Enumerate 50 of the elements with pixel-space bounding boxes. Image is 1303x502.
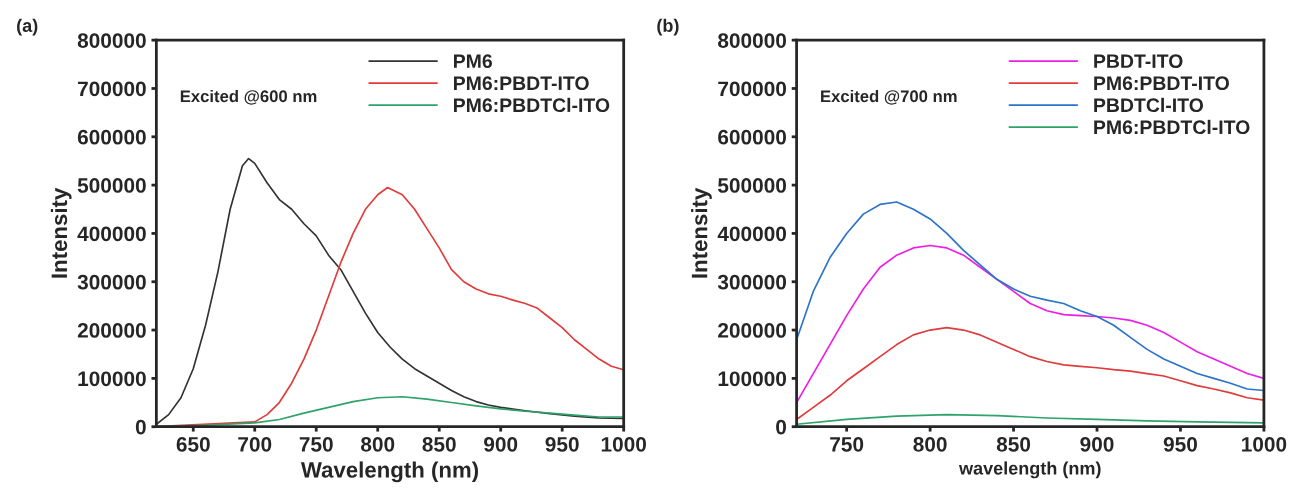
x-tick-label: 1000 [601, 436, 646, 452]
y-tick-label: 600000 [77, 129, 146, 145]
legend-label: PM6:PBDT-ITO [454, 76, 589, 91]
line-series [796, 201, 1264, 392]
legend-label: PM6:PBDTCl-ITO [1094, 119, 1250, 135]
y-tick-label: 600000 [718, 129, 787, 145]
legend-label: PM6:PBDT-ITO [1094, 76, 1229, 91]
x-tick-label: 950 [1163, 436, 1197, 452]
legend-label: PBDT-ITO [1094, 54, 1183, 69]
annotation: Excited @600 nm [180, 89, 317, 105]
y-tick-label: 200000 [718, 323, 787, 338]
x-tick-label: 1000 [1242, 436, 1287, 452]
y-tick-label: 100000 [78, 371, 146, 387]
y-tick-label: 300000 [77, 274, 146, 290]
x-tick-label: 900 [1080, 436, 1114, 452]
y-axis-title: Intensity [50, 187, 72, 278]
y-tick-label: 400000 [77, 226, 146, 242]
x-tick-label: 750 [299, 436, 333, 452]
y-tick-label: 200000 [77, 323, 146, 338]
chart-title: (b) [657, 18, 679, 36]
x-tick-label: 750 [830, 436, 864, 452]
y-tick-label: 400000 [717, 226, 787, 242]
x-tick-label: 950 [545, 436, 579, 452]
y-tick-label: 700000 [78, 81, 146, 97]
x-tick-label: 850 [996, 436, 1031, 452]
legend-label: PBDTCl-ITO [1094, 97, 1204, 113]
y-tick-label: 800000 [718, 33, 787, 48]
x-tick-label: 800 [913, 436, 947, 452]
legend-label: PM6 [454, 54, 492, 69]
y-tick-label: 300000 [717, 274, 787, 290]
x-tick-label: 700 [238, 436, 272, 452]
x-axis-title: Wavelength (nm) [300, 461, 479, 483]
legend-label: PM6:PBDTCl-ITO [454, 97, 610, 113]
y-tick-label: 0 [776, 419, 787, 435]
y-tick-label: 100000 [718, 371, 787, 387]
x-tick-label: 800 [361, 436, 395, 452]
line-series [796, 244, 1264, 404]
y-tick-label: 800000 [77, 33, 146, 48]
line-series [796, 326, 1264, 421]
y-axis-title: Intensity [691, 187, 712, 278]
y-tick-label: 500000 [718, 178, 787, 193]
annotation: Excited @700 nm [821, 89, 957, 105]
y-tick-label: 700000 [718, 81, 787, 97]
x-tick-label: 900 [484, 436, 518, 452]
chart-title: (a) [17, 18, 38, 36]
x-axis-title: wavelength (nm) [958, 461, 1101, 479]
x-tick-label: 850 [422, 436, 456, 452]
x-tick-label: 650 [176, 436, 210, 452]
y-tick-label: 500000 [77, 178, 146, 193]
y-tick-label: 0 [135, 419, 146, 435]
